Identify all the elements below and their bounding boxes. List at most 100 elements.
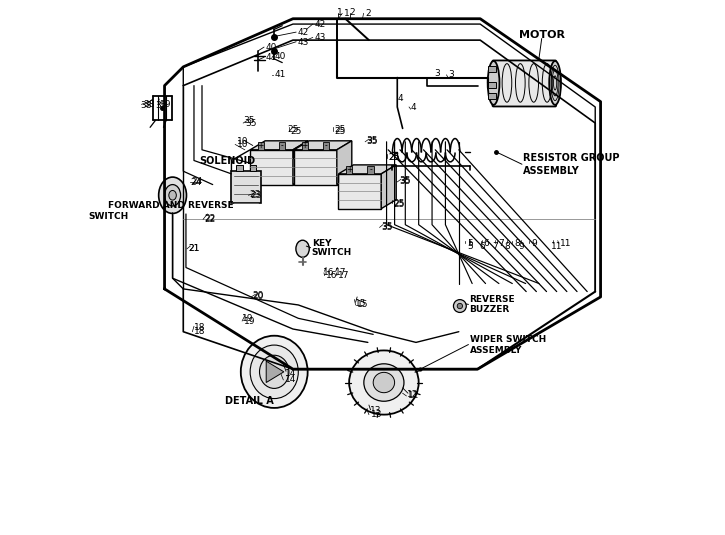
Text: 35: 35 [381, 222, 393, 231]
FancyBboxPatch shape [492, 60, 556, 106]
Text: 6: 6 [483, 239, 489, 248]
Text: 40: 40 [265, 43, 276, 51]
Text: 24: 24 [191, 178, 202, 186]
Text: RESISTOR GROUP: RESISTOR GROUP [523, 153, 619, 163]
Polygon shape [294, 141, 352, 150]
Text: 38: 38 [141, 101, 152, 110]
Text: 25: 25 [335, 127, 346, 135]
Polygon shape [231, 171, 261, 203]
Polygon shape [294, 150, 337, 185]
Text: 19: 19 [244, 317, 255, 325]
Text: 18: 18 [194, 327, 205, 336]
Text: 16: 16 [323, 269, 335, 277]
Polygon shape [339, 165, 396, 174]
Text: +: + [346, 165, 352, 174]
Text: -: - [369, 165, 372, 174]
Text: 23: 23 [250, 191, 262, 200]
Polygon shape [266, 361, 284, 383]
Text: 10: 10 [237, 140, 248, 149]
Text: WIPER SWITCH: WIPER SWITCH [470, 335, 546, 344]
Text: 2: 2 [365, 9, 370, 18]
Bar [302, 142, 308, 150]
Text: 20: 20 [253, 291, 264, 300]
Text: 10: 10 [237, 137, 248, 146]
Circle shape [457, 303, 463, 309]
Text: 42: 42 [297, 28, 308, 36]
Text: ASSEMBLY: ASSEMBLY [523, 166, 580, 176]
Text: 25: 25 [335, 125, 346, 134]
Text: 1: 1 [344, 9, 349, 18]
Text: 9: 9 [531, 239, 536, 248]
Text: 35: 35 [381, 223, 393, 232]
Text: 1: 1 [337, 8, 343, 17]
Ellipse shape [349, 350, 418, 415]
Text: 41: 41 [265, 53, 276, 62]
Text: MOTOR: MOTOR [518, 30, 565, 40]
Text: 8: 8 [514, 239, 520, 248]
Bar [488, 66, 496, 72]
Text: -: - [325, 141, 328, 150]
Text: 22: 22 [204, 214, 216, 223]
Ellipse shape [296, 240, 310, 257]
Polygon shape [337, 141, 352, 185]
Polygon shape [293, 141, 308, 185]
Text: KEY: KEY [312, 239, 331, 248]
Bar [236, 165, 243, 171]
Text: 39: 39 [155, 101, 167, 110]
Ellipse shape [165, 185, 181, 206]
Text: 25: 25 [394, 199, 405, 208]
Text: 14: 14 [285, 376, 297, 384]
Text: 22: 22 [204, 215, 216, 224]
Ellipse shape [373, 372, 394, 393]
Text: DETAIL A: DETAIL A [225, 396, 273, 406]
Text: 25: 25 [288, 125, 299, 134]
Text: FORWARD AND REVERSE: FORWARD AND REVERSE [108, 202, 234, 210]
Polygon shape [381, 165, 396, 209]
Text: 39: 39 [160, 100, 170, 109]
Bar [257, 142, 264, 150]
Ellipse shape [488, 61, 500, 105]
Text: 12: 12 [408, 392, 419, 400]
Text: 24: 24 [190, 179, 202, 187]
Text: 35: 35 [244, 116, 255, 125]
Text: 12: 12 [407, 390, 418, 399]
Text: 14: 14 [285, 369, 297, 378]
Text: 25: 25 [388, 154, 399, 162]
Ellipse shape [550, 61, 561, 105]
Text: 6: 6 [479, 242, 485, 250]
Ellipse shape [241, 336, 307, 408]
Text: 21: 21 [188, 244, 200, 253]
Text: 38: 38 [143, 100, 154, 109]
Text: 3: 3 [448, 71, 454, 79]
Ellipse shape [159, 177, 186, 213]
Text: 13: 13 [370, 407, 381, 415]
Bar [488, 82, 496, 88]
Text: 5: 5 [467, 242, 473, 250]
Ellipse shape [169, 190, 176, 200]
Text: 9: 9 [518, 242, 524, 250]
Text: 43: 43 [315, 33, 326, 42]
Text: 15: 15 [357, 301, 368, 309]
Text: 20: 20 [253, 293, 264, 301]
Text: 3: 3 [435, 70, 441, 78]
Text: 15: 15 [355, 300, 366, 308]
Text: 17: 17 [339, 271, 350, 280]
Polygon shape [250, 141, 308, 150]
Text: +: + [302, 141, 308, 150]
Bar [279, 142, 286, 150]
Text: 11: 11 [551, 242, 563, 250]
Text: SWITCH: SWITCH [88, 212, 128, 221]
Text: 43: 43 [297, 39, 309, 47]
Text: 16: 16 [326, 271, 338, 280]
Text: BUZZER: BUZZER [470, 305, 510, 314]
Text: ASSEMBLY: ASSEMBLY [470, 346, 522, 355]
Text: 7: 7 [492, 242, 498, 250]
Text: 18: 18 [194, 323, 205, 332]
Text: 23: 23 [249, 190, 261, 198]
Ellipse shape [260, 355, 289, 388]
Text: 25: 25 [388, 154, 399, 162]
Text: SWITCH: SWITCH [312, 248, 352, 257]
Text: 25: 25 [394, 200, 405, 209]
Bar [323, 142, 329, 150]
Text: REVERSE: REVERSE [470, 295, 515, 304]
